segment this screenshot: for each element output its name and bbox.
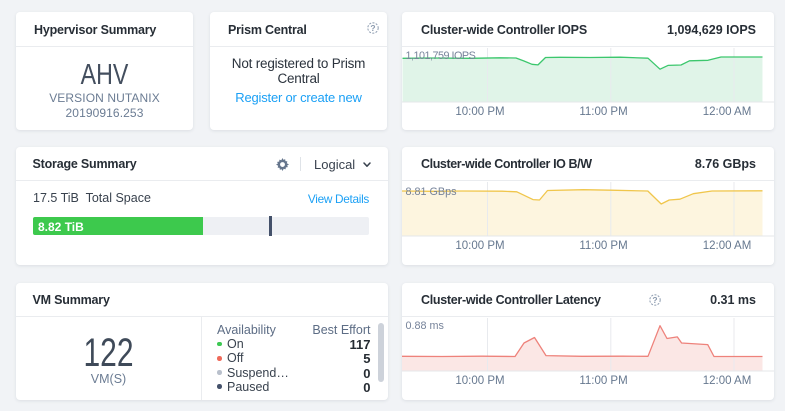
svg-text:?: ? [652, 295, 657, 305]
svg-text:?: ? [370, 23, 375, 33]
